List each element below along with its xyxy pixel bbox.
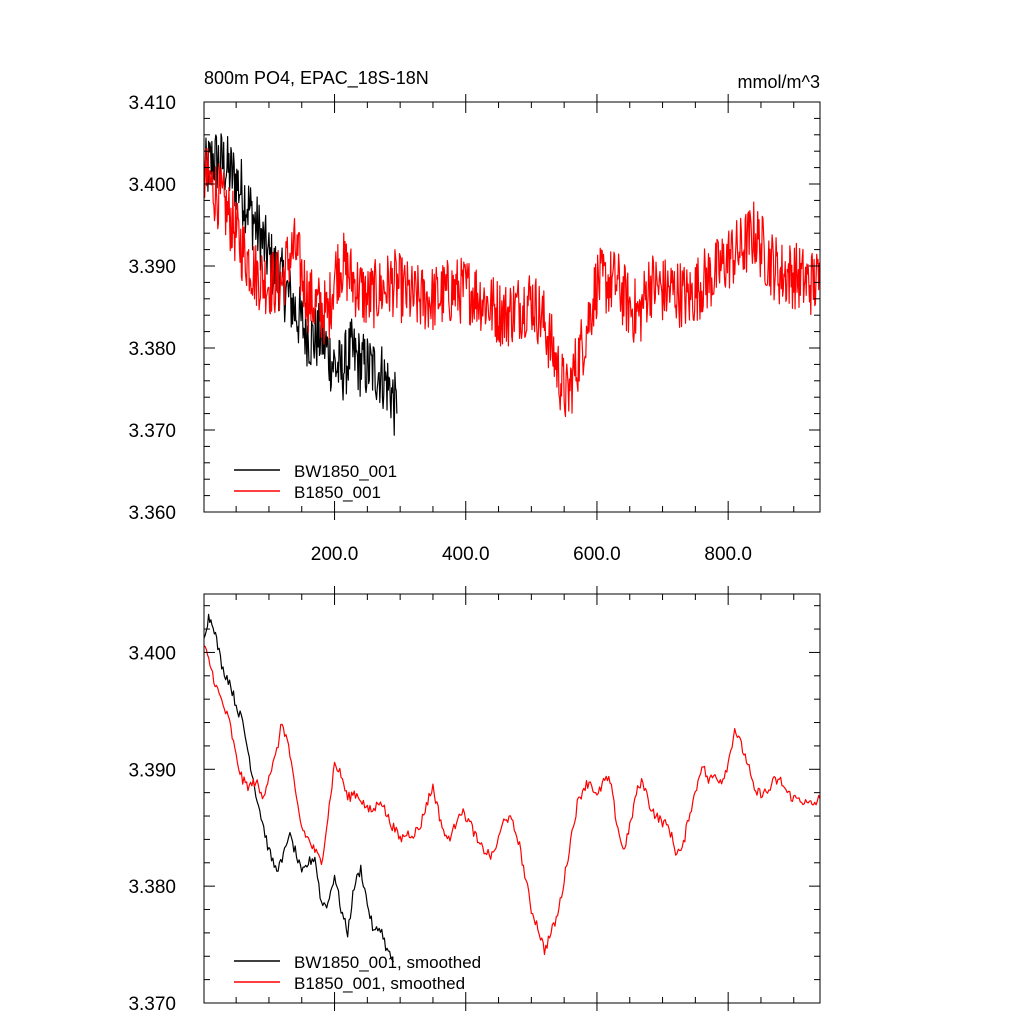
axis-ticks: 3.370 3.380 3.390 3.400	[128, 586, 820, 1015]
legend-label-bw1850-smoothed: BW1850_001, smoothed	[294, 953, 481, 972]
series-line-b1850	[204, 645, 820, 956]
units-label: mmol/m^3	[738, 72, 820, 92]
x-tick-label: 200.0	[311, 544, 359, 565]
series-layer	[204, 613, 820, 963]
y-tick-label: 3.380	[128, 339, 176, 360]
y-tick-label: 3.370	[128, 994, 176, 1015]
axis-ticks: 3.360 3.370 3.380 3.390 3.400 3.410 200.0 400.0…	[128, 93, 820, 565]
x-tick-label: 600.0	[573, 544, 621, 565]
y-tick-label: 3.400	[128, 175, 176, 196]
legend: BW1850_001, smoothed B1850_001, smoothed	[234, 953, 481, 993]
legend-label-b1850: B1850_001	[294, 483, 381, 502]
legend-label-bw1850: BW1850_001	[294, 462, 397, 481]
plot-frame	[203, 593, 821, 1004]
y-tick-label: 3.410	[128, 93, 176, 114]
y-tick-label: 3.390	[128, 257, 176, 278]
x-tick-label: 400.0	[442, 544, 490, 565]
bottom-panel: 3.370 3.380 3.390 3.400 BW1850_001, smoothe…	[128, 586, 821, 1015]
y-tick-label: 3.400	[128, 643, 176, 664]
y-tick-label: 3.390	[128, 760, 176, 781]
plot-frame	[203, 101, 821, 513]
y-tick-label: 3.380	[128, 877, 176, 898]
chart-title: 800m PO4, EPAC_18S-18N	[204, 68, 429, 89]
legend: BW1850_001 B1850_001	[234, 462, 397, 502]
y-tick-label: 3.360	[128, 503, 176, 524]
series-line-b1850	[204, 147, 820, 418]
series-layer	[204, 133, 820, 436]
y-tick-label: 3.370	[128, 421, 176, 442]
x-tick-label: 800.0	[704, 544, 752, 565]
legend-label-b1850-smoothed: B1850_001, smoothed	[294, 974, 465, 993]
series-line-bw1850	[204, 613, 395, 963]
top-panel: 800m PO4, EPAC_18S-18N mmol/m^3 3.3603.3…	[128, 68, 821, 565]
